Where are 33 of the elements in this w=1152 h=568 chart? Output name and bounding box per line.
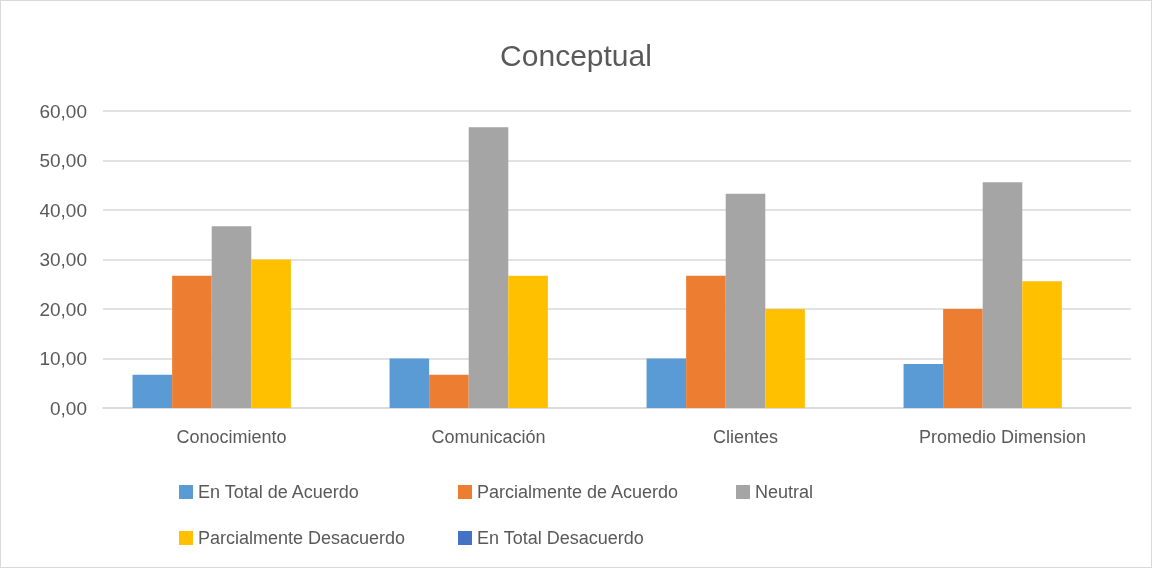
legend-label: Neutral xyxy=(755,482,814,502)
bar xyxy=(468,127,509,408)
legend-label: En Total Desacuerdo xyxy=(477,528,644,548)
legend-label: Parcialmente Desacuerdo xyxy=(198,528,406,548)
y-tick-label: 40,00 xyxy=(39,199,87,221)
y-tick-label: 60,00 xyxy=(39,100,87,122)
legend-label: En Total de Acuerdo xyxy=(198,482,359,502)
bar xyxy=(1022,281,1062,408)
y-tick-label: 30,00 xyxy=(39,249,87,270)
x-tick-label: Comunicación xyxy=(431,427,546,447)
bar xyxy=(508,275,548,408)
bar xyxy=(982,182,1023,408)
bar xyxy=(251,259,291,408)
bar xyxy=(429,374,469,408)
bar xyxy=(132,374,173,408)
bar xyxy=(903,363,944,408)
bar xyxy=(211,226,252,408)
y-tick-label: 0,00 xyxy=(50,397,87,419)
x-tick-label: Conocimiento xyxy=(176,427,287,447)
chart-title: Conceptual xyxy=(500,38,652,72)
y-tick-label: 50,00 xyxy=(39,150,87,171)
x-tick-label: Clientes xyxy=(712,427,779,447)
bar xyxy=(725,193,766,408)
bar xyxy=(389,358,430,408)
bar xyxy=(686,275,726,408)
y-tick-label: 10,00 xyxy=(39,348,87,369)
legend-label: Parcialmente de Acuerdo xyxy=(477,482,679,502)
bar xyxy=(943,309,983,408)
bar xyxy=(172,275,212,408)
y-tick-label: 20,00 xyxy=(39,298,87,320)
bar xyxy=(765,309,805,408)
x-tick-label: Promedio Dimension xyxy=(918,427,1087,447)
bar xyxy=(646,358,687,408)
